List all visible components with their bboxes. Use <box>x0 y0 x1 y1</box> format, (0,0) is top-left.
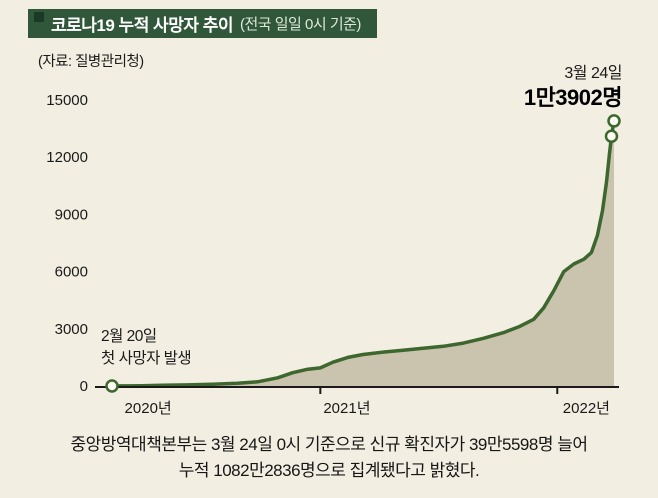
data-marker <box>604 129 619 143</box>
y-tick-label: 0 <box>80 378 88 395</box>
y-tick-label: 12000 <box>46 149 88 166</box>
peak-date: 3월 24일 <box>564 65 622 82</box>
area-fill <box>112 120 614 387</box>
page-title: 코로나19 누적 사망자 추이 <box>51 16 233 35</box>
footer-line-1: 중앙방역대책본부는 3월 24일 0시 기준으로 신규 확진자가 39만5598… <box>70 435 588 454</box>
data-marker <box>607 114 621 128</box>
x-tick-label: 2022년 <box>563 400 610 417</box>
peak-value: 1만3902명 <box>523 85 623 110</box>
x-tick-label: 2020년 <box>125 400 172 417</box>
y-tick-label: 6000 <box>55 264 88 281</box>
source-label: (자료: 질병관리청) <box>38 54 144 70</box>
footer-line-2: 누적 1082만2836명으로 집계됐다고 밝혔다. <box>178 461 480 481</box>
footer-text: 중앙방역대책본부는 3월 24일 0시 기준으로 신규 확진자가 39만5598… <box>0 432 658 485</box>
first-death-annotation: 2월 20일 첫 사망자 발생 <box>101 326 192 369</box>
data-marker <box>105 379 119 393</box>
y-tick-label: 9000 <box>55 206 88 223</box>
y-tick-label: 15000 <box>46 92 88 109</box>
title-bullet-icon <box>34 12 44 22</box>
page-subtitle: (전국 일일 0시 기준) <box>239 16 361 33</box>
peak-annotation: 3월 24일 1만3902명 <box>523 64 623 112</box>
first-death-label: 첫 사망자 발생 <box>101 349 192 367</box>
x-tick-label: 2021년 <box>323 400 370 417</box>
title-bar: 코로나19 누적 사망자 추이 (전국 일일 0시 기준) <box>28 9 377 38</box>
y-tick-label: 3000 <box>55 321 88 338</box>
first-death-date: 2월 20일 <box>101 328 157 345</box>
trend-line <box>110 119 616 388</box>
